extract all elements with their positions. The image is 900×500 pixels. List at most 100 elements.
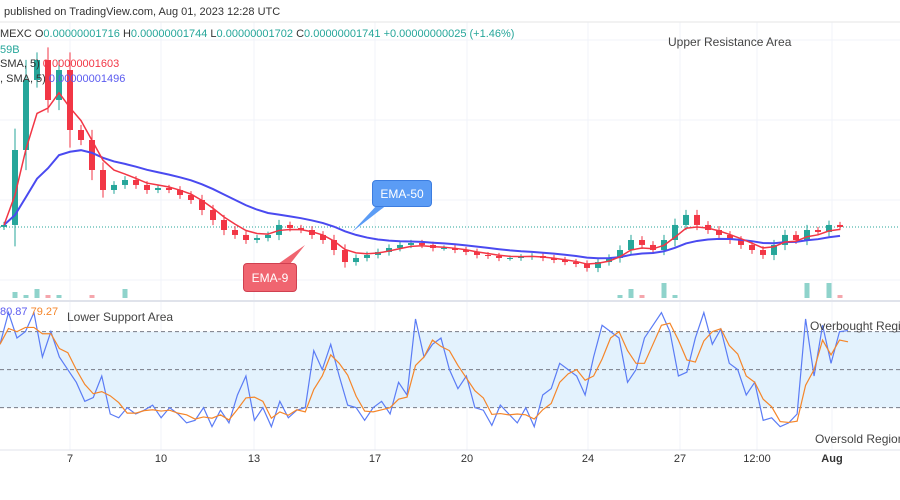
candle-body [199, 200, 205, 210]
candle-body [221, 220, 227, 230]
volume-bar [89, 295, 95, 298]
candle-body [133, 180, 139, 185]
candle-body [562, 260, 568, 263]
candle-body [782, 234, 788, 245]
high-label: H [122, 28, 131, 40]
volume-bar [628, 289, 634, 298]
candle-body [408, 243, 414, 245]
ma1-value: 0.00000001603 [42, 58, 120, 70]
candle-body [12, 150, 18, 225]
upper-resistance-label: Upper Resistance Area [668, 35, 792, 49]
oversold-label: Oversold Region [815, 432, 900, 446]
low-label: L [210, 28, 217, 40]
volume-bar [639, 295, 645, 298]
candle-body [683, 214, 689, 225]
ema50-callout: EMA-50 [372, 180, 432, 207]
candle-body [650, 244, 656, 250]
candle-body [617, 250, 623, 258]
candle-body [518, 256, 524, 258]
candle-body [441, 247, 447, 249]
close-label: C [296, 28, 305, 40]
candle-body [45, 60, 51, 100]
x-tick-label: 24 [582, 453, 594, 465]
candle-body [386, 247, 392, 252]
candle-body [573, 262, 579, 264]
candle-body [331, 240, 337, 250]
candle-body [551, 257, 557, 260]
x-tick-label: 17 [369, 453, 381, 465]
candle-body [342, 250, 348, 263]
candle-body [166, 187, 172, 190]
candle-body [727, 234, 733, 240]
candle-body [353, 257, 359, 263]
x-tick-label: 20 [461, 453, 473, 465]
candle-body [397, 244, 403, 248]
volume-bar [23, 295, 29, 298]
candle-body [804, 230, 810, 240]
candle-body [760, 250, 766, 255]
candle-body [34, 60, 40, 80]
candle-body [232, 230, 238, 235]
candle-body [639, 240, 645, 245]
ema50-line [3, 149, 841, 260]
change-value: +0.00000000025 (+1.46%) [383, 28, 515, 40]
ma2-label: , SMA, 5) [0, 73, 46, 85]
x-tick-label: 12:00 [743, 453, 771, 465]
candle-body [419, 243, 425, 245]
symbol-label: MEXC [0, 28, 32, 40]
candle-body [595, 262, 601, 268]
candle-body [177, 190, 183, 195]
candle-body [100, 170, 106, 190]
candle-body [474, 251, 480, 255]
candle-body [78, 130, 84, 140]
candle-body [815, 230, 821, 232]
candle-body [320, 234, 326, 240]
candle-body [89, 140, 95, 170]
open-label: O [34, 28, 44, 40]
candle-body [463, 250, 469, 252]
volume-bar [122, 289, 128, 298]
published-caption: published on TradingView.com, Aug 01, 20… [4, 6, 281, 18]
ma2-value: 0.00000001496 [48, 73, 126, 85]
stoch-d-value: 79.27 [30, 306, 59, 318]
volume-bar [45, 295, 51, 298]
candle-body [485, 254, 491, 257]
volume-bar [804, 283, 810, 298]
stoch-k-value: 80.87 [0, 306, 28, 318]
candle-body [210, 210, 216, 220]
candle-body [1, 224, 7, 227]
volume-bar [617, 295, 623, 298]
volume-bar [826, 283, 832, 298]
volume-bar [672, 295, 678, 298]
candle-body [771, 244, 777, 255]
ema9-line [3, 91, 841, 265]
candle-body [694, 214, 700, 225]
candle-body [122, 180, 128, 185]
candle-body [716, 230, 722, 235]
candle-body [287, 224, 293, 228]
candle-body [628, 240, 634, 250]
candle-body [243, 234, 249, 240]
candle-body [111, 184, 117, 190]
candle-body [672, 224, 678, 240]
volume-bar [34, 289, 40, 298]
x-tick-label: 7 [67, 453, 73, 465]
candle-body [793, 234, 799, 240]
x-tick-label: Aug [821, 453, 842, 465]
candle-body [254, 237, 260, 240]
ema50-pointer [352, 204, 388, 232]
candle-body [826, 224, 832, 232]
candle-body [155, 187, 161, 190]
overbought-label: Overbought Regio [810, 319, 900, 333]
candle-body [67, 70, 73, 130]
candle-body [144, 184, 150, 190]
candle-body [23, 80, 29, 150]
stoch-d-line [0, 322, 849, 424]
ema9-pointer [278, 245, 305, 264]
x-tick-label: 27 [674, 453, 686, 465]
candle-body [606, 257, 612, 263]
candle-body [738, 240, 744, 245]
candle-body [364, 254, 370, 258]
candle-body [56, 70, 62, 100]
